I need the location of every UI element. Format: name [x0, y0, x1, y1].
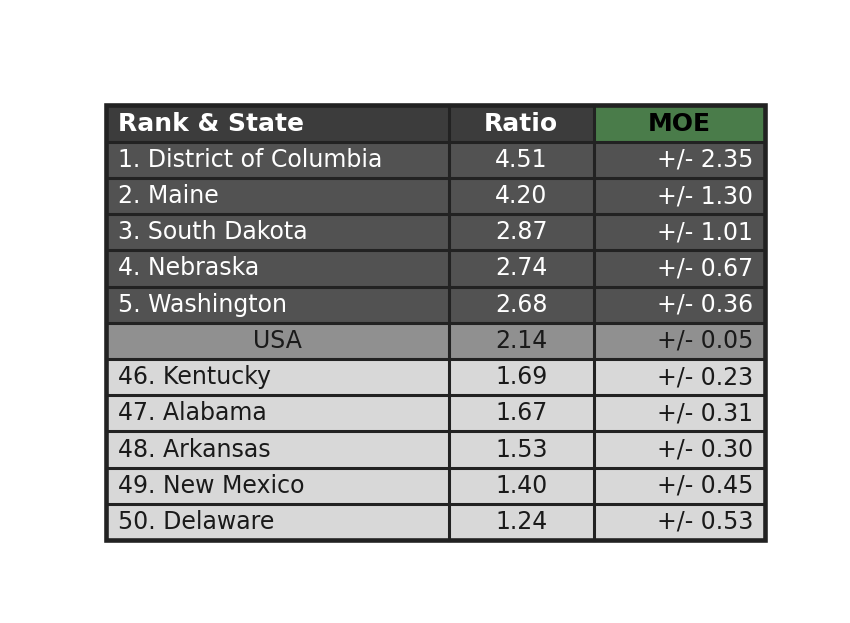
Text: 1.67: 1.67: [496, 401, 547, 426]
Bar: [449, 250, 593, 287]
Bar: [449, 504, 593, 540]
Text: 3. South Dakota: 3. South Dakota: [118, 220, 308, 244]
Bar: [106, 287, 449, 323]
Bar: [593, 250, 765, 287]
Text: 50. Delaware: 50. Delaware: [118, 510, 275, 534]
Text: +/- 0.36: +/- 0.36: [657, 293, 753, 316]
Text: Rank & State: Rank & State: [118, 112, 304, 136]
Text: 49. New Mexico: 49. New Mexico: [118, 473, 304, 498]
Text: +/- 0.30: +/- 0.30: [657, 437, 753, 462]
Text: 47. Alabama: 47. Alabama: [118, 401, 267, 426]
Bar: [593, 431, 765, 468]
Text: 2.68: 2.68: [495, 293, 547, 316]
Bar: [593, 214, 765, 250]
Bar: [449, 178, 593, 214]
Text: 1. District of Columbia: 1. District of Columbia: [118, 148, 382, 172]
Text: +/- 1.30: +/- 1.30: [657, 184, 753, 208]
Bar: [449, 468, 593, 504]
Bar: [449, 141, 593, 178]
Text: 1.53: 1.53: [495, 437, 547, 462]
Bar: [106, 178, 449, 214]
Bar: [106, 504, 449, 540]
Text: 1.24: 1.24: [496, 510, 547, 534]
Text: +/- 0.05: +/- 0.05: [657, 329, 753, 353]
Bar: [449, 105, 593, 141]
Text: 2.74: 2.74: [495, 257, 547, 280]
Bar: [106, 359, 449, 395]
Bar: [593, 359, 765, 395]
Text: 1.69: 1.69: [496, 365, 547, 389]
Text: +/- 1.01: +/- 1.01: [657, 220, 753, 244]
Bar: [593, 178, 765, 214]
Bar: [593, 504, 765, 540]
Text: 2.87: 2.87: [495, 220, 547, 244]
Bar: [106, 250, 449, 287]
Text: +/- 0.23: +/- 0.23: [657, 365, 753, 389]
Text: 5. Washington: 5. Washington: [118, 293, 287, 316]
Text: +/- 2.35: +/- 2.35: [657, 148, 753, 172]
Text: +/- 0.53: +/- 0.53: [657, 510, 753, 534]
Bar: [106, 214, 449, 250]
Text: 4.20: 4.20: [495, 184, 547, 208]
Bar: [593, 323, 765, 359]
Bar: [106, 395, 449, 431]
Bar: [593, 105, 765, 141]
Text: +/- 0.31: +/- 0.31: [657, 401, 753, 426]
Bar: [106, 431, 449, 468]
Text: 2.14: 2.14: [496, 329, 547, 353]
Bar: [106, 141, 449, 178]
Text: 46. Kentucky: 46. Kentucky: [118, 365, 271, 389]
Text: MOE: MOE: [648, 112, 711, 136]
Bar: [106, 323, 449, 359]
Bar: [593, 395, 765, 431]
Bar: [449, 214, 593, 250]
Bar: [106, 105, 449, 141]
Bar: [593, 141, 765, 178]
Text: 4.51: 4.51: [495, 148, 547, 172]
Text: Ratio: Ratio: [484, 112, 558, 136]
Text: 1.40: 1.40: [496, 473, 547, 498]
Text: USA: USA: [253, 329, 302, 353]
Bar: [106, 468, 449, 504]
Bar: [449, 359, 593, 395]
Bar: [449, 323, 593, 359]
Bar: [449, 287, 593, 323]
Text: +/- 0.67: +/- 0.67: [657, 257, 753, 280]
Text: 2. Maine: 2. Maine: [118, 184, 218, 208]
Text: +/- 0.45: +/- 0.45: [657, 473, 753, 498]
Text: 4. Nebraska: 4. Nebraska: [118, 257, 259, 280]
Bar: [449, 431, 593, 468]
Bar: [593, 468, 765, 504]
Text: 48. Arkansas: 48. Arkansas: [118, 437, 271, 462]
Bar: [593, 287, 765, 323]
Bar: [449, 395, 593, 431]
